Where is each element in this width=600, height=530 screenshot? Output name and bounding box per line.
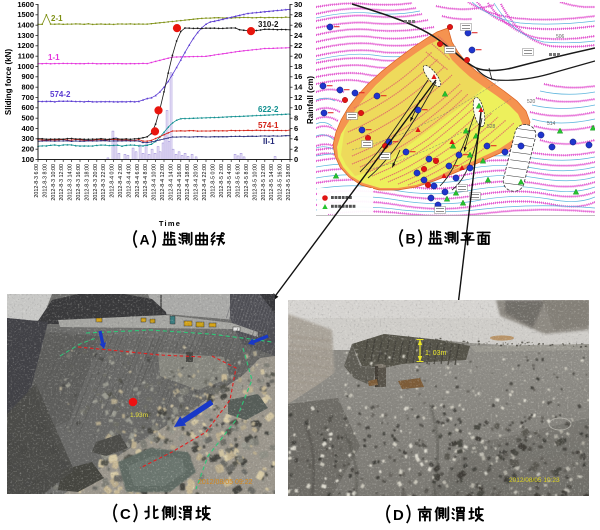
svg-text:900: 900: [21, 72, 34, 81]
svg-text:16: 16: [294, 72, 302, 81]
svg-text:2012-8-5 6:00: 2012-8-5 6:00: [236, 164, 242, 198]
svg-text:2012-8-5 16:00: 2012-8-5 16:00: [278, 164, 284, 201]
svg-text:600: 600: [21, 103, 34, 112]
svg-text:D: D: [393, 508, 404, 524]
svg-text:28: 28: [294, 10, 302, 19]
svg-text:2-1: 2-1: [51, 14, 63, 23]
svg-text:2012-8-5 2:00: 2012-8-5 2:00: [219, 164, 225, 198]
svg-text:1, 03m: 1, 03m: [425, 350, 447, 357]
svg-text:528: 528: [487, 124, 496, 130]
svg-text:0: 0: [294, 155, 298, 164]
svg-text:2012-8-4 18:00: 2012-8-4 18:00: [185, 164, 191, 201]
svg-text:310-2: 310-2: [258, 20, 279, 29]
svg-text:18: 18: [294, 62, 302, 71]
svg-text:Sliding force (kN): Sliding force (kN): [4, 49, 13, 116]
svg-text:2012-8-5 4:00: 2012-8-5 4:00: [227, 164, 233, 198]
svg-text:2012-8-5 12:00: 2012-8-5 12:00: [261, 164, 267, 201]
svg-text:20: 20: [294, 52, 302, 61]
svg-text:2012-8-5 10:00: 2012-8-5 10:00: [252, 164, 258, 201]
svg-text:2012-8-4 14:00: 2012-8-4 14:00: [168, 164, 174, 201]
svg-text:22: 22: [294, 41, 302, 50]
svg-text:2012-8-3 14:00: 2012-8-3 14:00: [68, 164, 74, 201]
svg-text:2012-8-3 10:00: 2012-8-3 10:00: [51, 164, 57, 201]
svg-text:514: 514: [547, 121, 556, 127]
svg-text:C: C: [120, 507, 131, 523]
svg-text:2012-8-5 18:00: 2012-8-5 18:00: [286, 164, 292, 201]
svg-text:30: 30: [294, 0, 302, 9]
svg-text:2012-8-3 8:00: 2012-8-3 8:00: [42, 164, 48, 198]
svg-text:2012-8-4 8:00: 2012-8-4 8:00: [143, 164, 149, 198]
svg-text:2012-8-4 22:00: 2012-8-4 22:00: [202, 164, 208, 201]
svg-text:700: 700: [21, 93, 34, 102]
svg-text:1200: 1200: [17, 41, 34, 50]
svg-text:2012-8-3 22:00: 2012-8-3 22:00: [101, 164, 107, 201]
svg-text:1600: 1600: [17, 0, 34, 9]
svg-text:2012-8-3 16:00: 2012-8-3 16:00: [76, 164, 82, 201]
svg-text:10: 10: [294, 103, 302, 112]
svg-text:6: 6: [294, 124, 298, 133]
svg-text:1-1: 1-1: [48, 53, 60, 62]
svg-text:8: 8: [294, 114, 298, 123]
svg-text:622-2: 622-2: [258, 105, 279, 114]
svg-text:400: 400: [21, 124, 34, 133]
svg-text:II-1: II-1: [263, 137, 275, 146]
svg-text:1.93m: 1.93m: [130, 412, 148, 419]
svg-text:2012-8-3 20:00: 2012-8-3 20:00: [93, 164, 99, 201]
svg-text:14: 14: [294, 83, 303, 92]
svg-text:1500: 1500: [17, 10, 34, 19]
svg-text:2012-8-3 6:00: 2012-8-3 6:00: [34, 164, 40, 198]
svg-text:B: B: [406, 231, 416, 247]
svg-text:574-1: 574-1: [258, 121, 279, 130]
svg-text:Rainfall (cm): Rainfall (cm): [306, 76, 315, 124]
svg-text:506: 506: [556, 34, 565, 40]
svg-text:12: 12: [294, 93, 302, 102]
svg-text:300: 300: [21, 134, 34, 143]
svg-text:2012-8-5 0:00: 2012-8-5 0:00: [210, 164, 216, 198]
svg-text:1000: 1000: [17, 62, 34, 71]
svg-text:1100: 1100: [18, 52, 34, 61]
svg-text:800: 800: [21, 83, 34, 92]
svg-text:4: 4: [294, 134, 299, 143]
svg-text:2012-8-5 14:00: 2012-8-5 14:00: [269, 164, 275, 201]
svg-text:100: 100: [21, 155, 34, 164]
svg-text:2012-8-4 4:00: 2012-8-4 4:00: [126, 164, 132, 198]
svg-text:26: 26: [294, 21, 302, 30]
svg-text:520: 520: [527, 99, 536, 105]
svg-text:574-2: 574-2: [50, 90, 71, 99]
svg-text:200: 200: [21, 145, 34, 154]
svg-text:24: 24: [294, 31, 303, 40]
svg-text:2: 2: [294, 145, 298, 154]
svg-text:2012-8-4 6:00: 2012-8-4 6:00: [135, 164, 141, 198]
svg-text:2012-8-3 18:00: 2012-8-3 18:00: [84, 164, 90, 201]
svg-text:1300: 1300: [17, 31, 34, 40]
svg-text:2012-8-4 12:00: 2012-8-4 12:00: [160, 164, 166, 201]
svg-text:2012-8-4 2:00: 2012-8-4 2:00: [118, 164, 124, 198]
svg-text:2012-8-5 8:00: 2012-8-5 8:00: [244, 164, 250, 198]
svg-text:2012-8-4 16:00: 2012-8-4 16:00: [177, 164, 183, 201]
svg-text:2012-8-3 12:00: 2012-8-3 12:00: [59, 164, 65, 201]
svg-text:500: 500: [21, 114, 34, 123]
svg-text:2012/08/05 10:23: 2012/08/05 10:23: [509, 477, 560, 484]
svg-text:A: A: [140, 232, 150, 248]
svg-text:2012-8-4 0:00: 2012-8-4 0:00: [110, 164, 116, 198]
svg-text:Time: Time: [159, 219, 181, 228]
svg-text:2012-8-4 10:00: 2012-8-4 10:00: [152, 164, 158, 201]
svg-text:2012-8-4 20:00: 2012-8-4 20:00: [194, 164, 200, 201]
svg-text:2012/08/05 09:22: 2012/08/05 09:22: [198, 479, 253, 486]
svg-text:1400: 1400: [17, 21, 34, 30]
